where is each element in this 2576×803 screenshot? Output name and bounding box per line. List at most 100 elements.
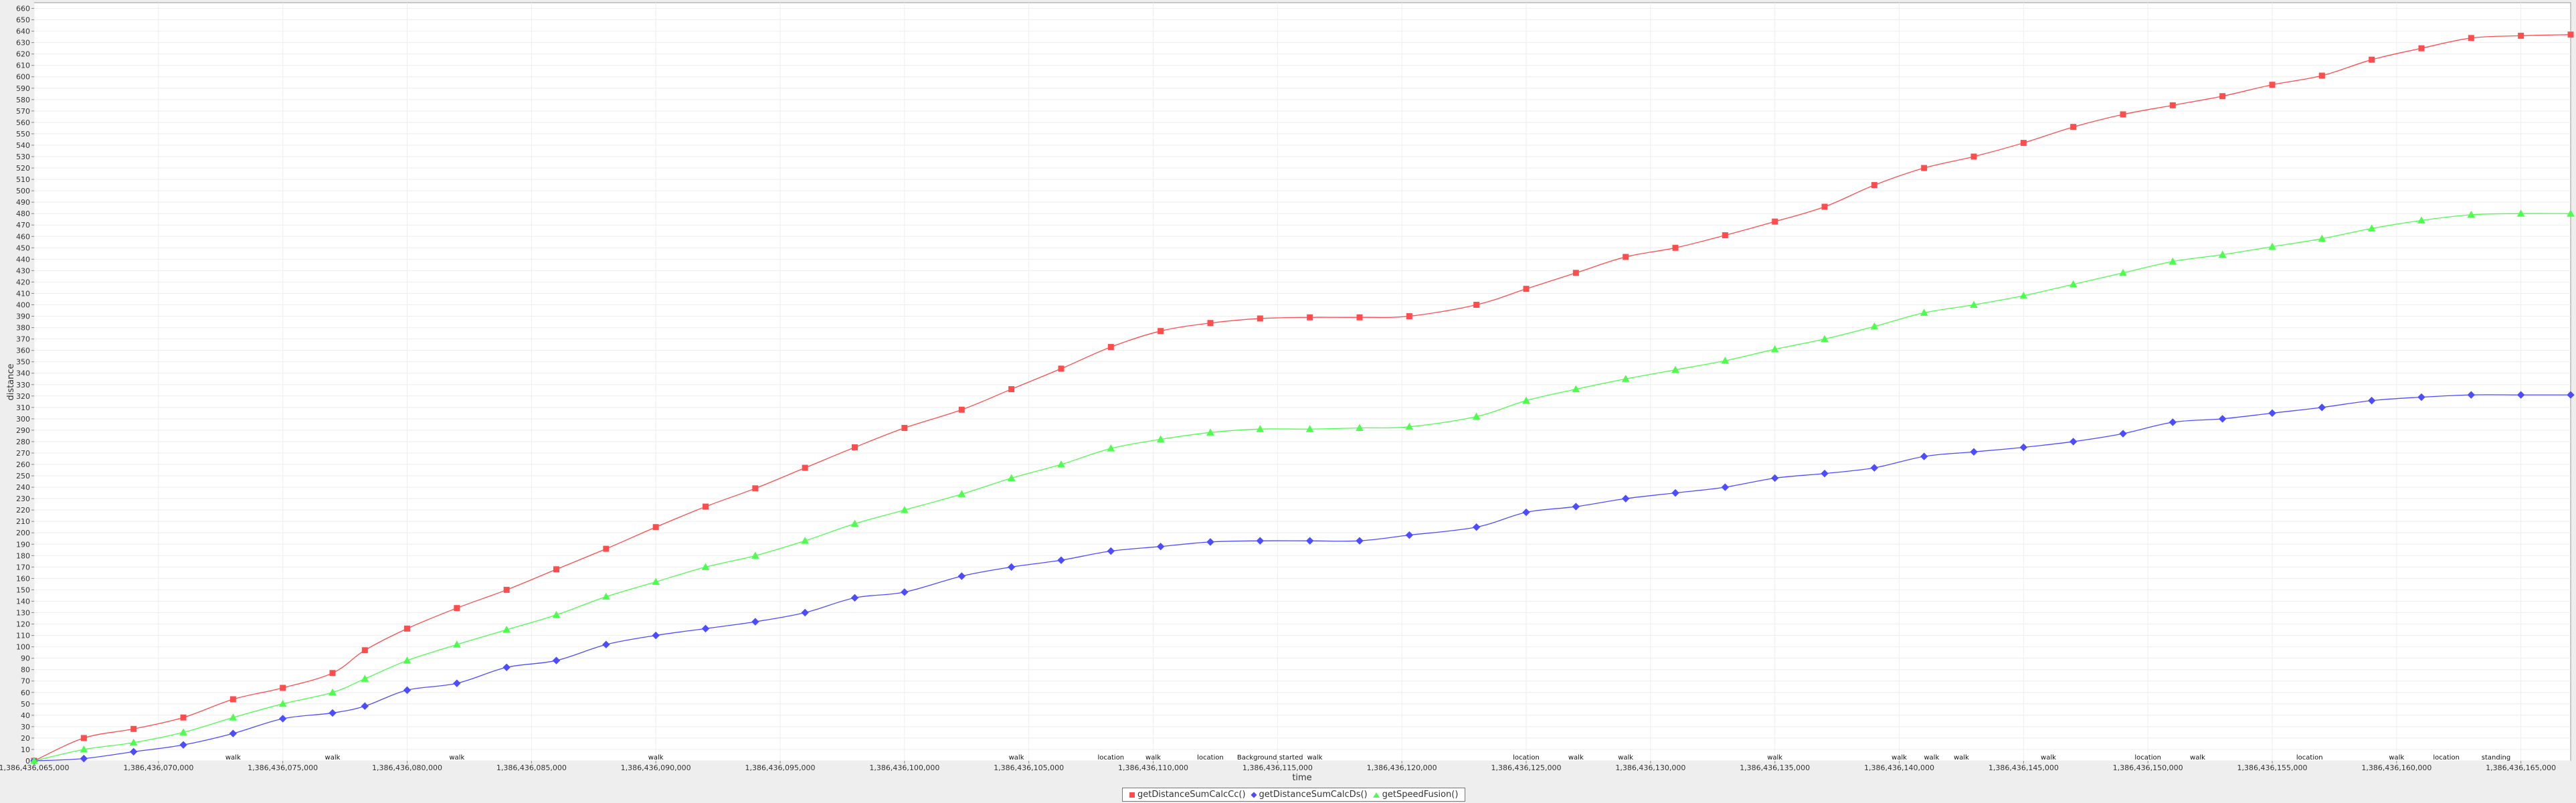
data-point bbox=[2318, 72, 2325, 79]
x-tick-label: 1,386,436,100,000 bbox=[869, 764, 939, 772]
annotation-label: location bbox=[1197, 754, 1224, 762]
data-point bbox=[280, 685, 286, 691]
y-tick-label: 500 bbox=[16, 187, 30, 195]
y-tick-label: 650 bbox=[16, 16, 30, 25]
y-tick-label: 210 bbox=[16, 517, 30, 526]
x-tick-label: 1,386,436,085,000 bbox=[496, 764, 567, 772]
data-point bbox=[850, 519, 859, 527]
y-tick-label: 20 bbox=[21, 734, 30, 743]
y-tick-label: 610 bbox=[16, 62, 30, 70]
x-tick-label: 1,386,436,150,000 bbox=[2113, 764, 2183, 772]
y-tick-label: 90 bbox=[21, 654, 30, 663]
y-axis-label: distance bbox=[6, 363, 16, 400]
data-point bbox=[1256, 537, 1265, 545]
data-point bbox=[752, 485, 759, 492]
data-point bbox=[2518, 32, 2524, 39]
legend-marker bbox=[1251, 791, 1257, 798]
data-point bbox=[1870, 322, 1879, 330]
data-point bbox=[751, 551, 759, 559]
x-tick-label: 1,386,436,140,000 bbox=[1864, 764, 1934, 772]
y-tick-label: 0 bbox=[25, 757, 30, 766]
data-point bbox=[180, 714, 187, 721]
data-point bbox=[2516, 391, 2525, 399]
data-point bbox=[852, 444, 858, 450]
annotation-label: walk bbox=[1145, 754, 1161, 762]
data-point bbox=[552, 656, 561, 664]
annotation-label: walk bbox=[1892, 754, 1907, 762]
data-point bbox=[1920, 452, 1928, 460]
x-tick-label: 1,386,436,080,000 bbox=[372, 764, 442, 772]
x-tick-label: 1,386,436,090,000 bbox=[621, 764, 691, 772]
y-tick-label: 390 bbox=[16, 313, 30, 321]
data-point bbox=[1970, 300, 1978, 308]
data-point bbox=[2219, 93, 2226, 100]
data-point bbox=[1008, 386, 1015, 393]
series-0 bbox=[31, 31, 2574, 764]
data-point bbox=[1473, 301, 1480, 308]
data-point bbox=[2019, 443, 2028, 452]
data-point bbox=[652, 631, 660, 640]
annotation-label: walk bbox=[1618, 754, 1633, 762]
annotation-label: walk bbox=[2190, 754, 2205, 762]
series-2 bbox=[30, 209, 2575, 764]
data-point bbox=[179, 741, 187, 749]
annotation-label: walk bbox=[1954, 754, 1969, 762]
data-point bbox=[2367, 224, 2376, 232]
annotation-label: walk bbox=[1924, 754, 1939, 762]
data-point bbox=[1671, 365, 1679, 373]
series-group bbox=[30, 31, 2575, 765]
data-point bbox=[1572, 385, 1580, 393]
data-point bbox=[361, 675, 369, 682]
x-tick-label: 1,386,436,115,000 bbox=[1243, 764, 1313, 772]
legend-marker bbox=[1372, 792, 1380, 798]
annotation-label: location bbox=[2433, 754, 2460, 762]
y-tick-label: 230 bbox=[16, 495, 30, 503]
data-point bbox=[1156, 542, 1165, 551]
data-point bbox=[957, 490, 966, 497]
data-point bbox=[1057, 460, 1065, 468]
data-point bbox=[278, 715, 287, 723]
data-point bbox=[958, 406, 965, 413]
y-tick-label: 120 bbox=[16, 620, 30, 629]
y-tick-label: 420 bbox=[16, 278, 30, 286]
y-tick-label: 240 bbox=[16, 483, 30, 492]
data-point bbox=[2119, 430, 2127, 438]
x-tick-label: 1,386,436,110,000 bbox=[1118, 764, 1188, 772]
data-point bbox=[1621, 375, 1630, 382]
data-point bbox=[553, 566, 559, 573]
data-point bbox=[503, 586, 510, 593]
y-tick-label: 580 bbox=[16, 96, 30, 104]
y-tick-label: 370 bbox=[16, 335, 30, 344]
data-point bbox=[1472, 412, 1481, 420]
data-point bbox=[1007, 474, 1016, 481]
annotation-label: walk bbox=[1307, 754, 1323, 762]
y-tick-label: 270 bbox=[16, 449, 30, 458]
data-point bbox=[1356, 314, 1363, 321]
y-tick-label: 160 bbox=[16, 574, 30, 583]
data-point bbox=[2070, 124, 2077, 130]
data-point bbox=[1057, 556, 1065, 564]
data-point bbox=[701, 563, 710, 570]
data-point bbox=[1821, 335, 1829, 343]
y-tick-label: 340 bbox=[16, 369, 30, 378]
data-point bbox=[329, 688, 337, 696]
data-point bbox=[1107, 444, 1115, 452]
y-tick-label: 490 bbox=[16, 198, 30, 207]
annotation-label: walk bbox=[1568, 754, 1584, 762]
annotation-label: walk bbox=[449, 754, 464, 762]
data-point bbox=[404, 625, 410, 632]
x-tick-label: 1,386,436,135,000 bbox=[1740, 764, 1810, 772]
y-tick-label: 70 bbox=[21, 677, 30, 686]
y-tick-label: 100 bbox=[16, 643, 30, 652]
annotation-label: walk bbox=[1767, 754, 1782, 762]
x-tick-label: 1,386,436,155,000 bbox=[2237, 764, 2308, 772]
data-point bbox=[1572, 503, 1580, 511]
y-tick-label: 130 bbox=[16, 609, 30, 618]
y-tick-label: 600 bbox=[16, 73, 30, 82]
y-tick-label: 520 bbox=[16, 164, 30, 173]
data-point bbox=[751, 618, 759, 626]
data-point bbox=[129, 747, 138, 756]
data-point bbox=[403, 686, 411, 695]
data-point bbox=[1522, 396, 1530, 404]
y-tick-label: 350 bbox=[16, 358, 30, 367]
